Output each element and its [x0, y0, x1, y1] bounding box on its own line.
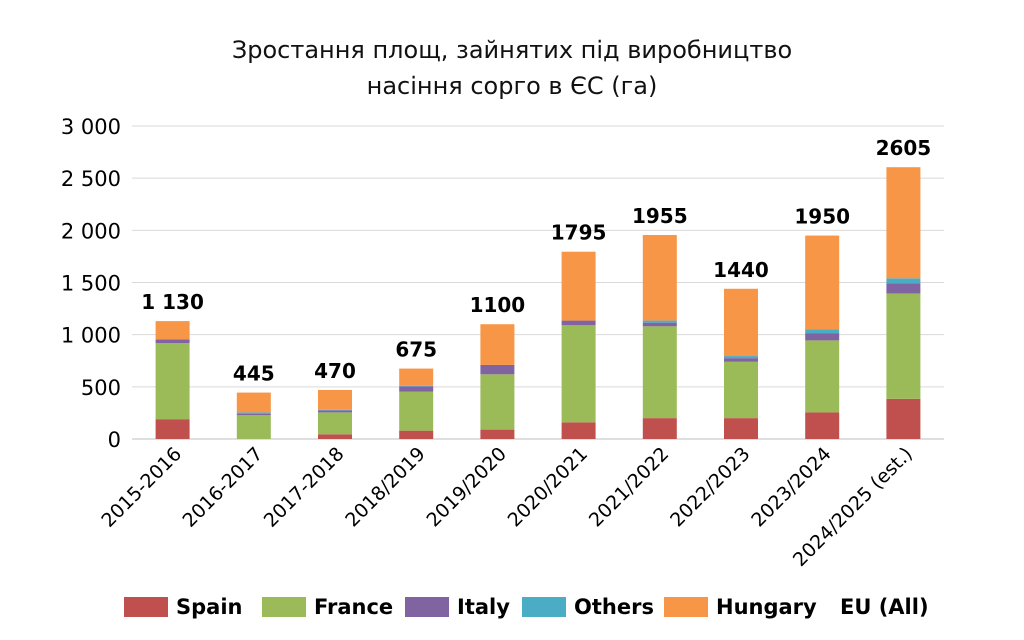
legend-swatch-hungary	[664, 597, 708, 617]
x-tick-label: 2018/2019	[341, 443, 429, 531]
total-data-label: 2605	[876, 136, 932, 160]
x-axis-tick-labels: 2015-20162016-20172017-20182018/20192019…	[97, 443, 917, 571]
chart-title-line-1: Зростання площ, зайнятих під виробництво	[231, 36, 793, 64]
legend: Spain France Italy Others Hungary EU (Al…	[0, 592, 1024, 622]
x-tick-label: 2021/2022	[585, 443, 673, 531]
bar-segment-spain	[399, 430, 434, 439]
bars	[155, 167, 921, 439]
bar-segment-spain	[724, 418, 758, 439]
bar-segment-hungary	[318, 389, 352, 410]
bar-segment-france	[480, 374, 515, 430]
bar-segment-italy	[155, 339, 190, 344]
bar-segment-france	[155, 343, 190, 420]
y-tick-label: 500	[81, 376, 121, 400]
legend-item-others: Others	[522, 592, 654, 622]
bar-segment-others	[886, 278, 921, 284]
legend-item-hungary: Hungary	[664, 592, 817, 622]
bar-segment-italy	[642, 322, 677, 327]
bar-segment-others	[318, 409, 352, 411]
y-tick-label: 1 500	[61, 272, 121, 296]
legend-swatch-others	[522, 597, 566, 617]
bar-segment-italy	[318, 410, 352, 413]
legend-swatch-spain	[124, 597, 168, 617]
y-tick-label: 1 000	[61, 324, 121, 348]
total-data-label: 1955	[632, 204, 688, 228]
bar-segment-spain	[155, 419, 190, 439]
bar-segment-france	[805, 340, 840, 413]
total-data-label: 675	[395, 338, 437, 362]
bar-segment-france	[318, 412, 352, 435]
bar-segment-hungary	[480, 324, 515, 365]
bar-segment-hungary	[724, 288, 758, 357]
bar-segment-hungary	[886, 167, 921, 279]
total-data-label: 1440	[713, 258, 769, 282]
legend-item-italy: Italy	[405, 592, 510, 622]
legend-label-france: France	[314, 595, 394, 619]
legend-swatch-france	[262, 597, 306, 617]
y-axis-tick-labels: 3 000 2 500 2 000 1 500 1 000 500 0	[61, 115, 121, 452]
x-tick-label: 2015-2016	[97, 443, 186, 532]
bar-segment-france	[886, 293, 921, 399]
bar-segment-italy	[480, 364, 515, 375]
bar-segment-others	[642, 320, 677, 323]
bar-segment-hungary	[805, 235, 840, 330]
bar-segment-others	[724, 356, 758, 359]
bar-segment-others	[399, 385, 434, 387]
total-data-label: 445	[233, 362, 275, 386]
bar-segment-spain	[642, 418, 677, 439]
bar-segment-france	[561, 325, 596, 423]
y-tick-label: 3 000	[61, 115, 121, 139]
bar-segment-france	[236, 415, 271, 439]
bar-segment-spain	[318, 434, 352, 439]
legend-item-spain: Spain	[124, 592, 242, 622]
legend-item-eu-all: EU (All)	[840, 592, 929, 622]
x-tick-label: 2022/2023	[666, 443, 754, 531]
bar-segment-hungary	[236, 392, 271, 413]
legend-label-others: Others	[574, 595, 654, 619]
bar-segment-spain	[886, 398, 921, 439]
x-tick-label: 2019/2020	[422, 443, 510, 531]
bar-segment-france	[642, 326, 677, 419]
bar-segment-spain	[561, 422, 596, 439]
bar-segment-france	[399, 391, 434, 431]
bar-segment-hungary	[399, 368, 434, 386]
bar-segment-others	[236, 412, 271, 414]
bar-segment-spain	[805, 412, 840, 439]
bar-segment-france	[724, 361, 758, 419]
x-tick-label: 2020/2021	[504, 443, 592, 531]
y-tick-label: 2 000	[61, 219, 121, 243]
bar-segment-hungary	[155, 321, 190, 340]
bar-segment-italy	[724, 358, 758, 362]
total-data-label: 1795	[551, 221, 607, 245]
bar-segment-italy	[561, 320, 596, 326]
bar-segment-italy	[805, 333, 840, 341]
legend-label-eu-all: EU (All)	[840, 595, 929, 619]
legend-label-italy: Italy	[457, 595, 510, 619]
bar-segment-hungary	[561, 251, 596, 321]
y-tick-label: 0	[108, 428, 121, 452]
legend-label-hungary: Hungary	[716, 595, 817, 619]
total-labels: 1 130 445 470 675 1100 1795 1955 1440 1950 2605	[141, 136, 931, 385]
bar-segment-others	[805, 329, 840, 334]
y-tick-label: 2 500	[61, 167, 121, 191]
x-tick-label: 2023/2024	[747, 443, 835, 531]
bar-segment-hungary	[642, 235, 677, 321]
bar-segment-spain	[480, 429, 515, 439]
bar-segment-italy	[236, 413, 271, 416]
legend-label-spain: Spain	[176, 595, 243, 619]
total-data-label: 1100	[470, 293, 526, 317]
x-tick-label: 2016-2017	[179, 443, 268, 532]
legend-item-france: France	[262, 592, 393, 622]
legend-swatch-italy	[405, 597, 449, 617]
chart-title-line-2: насіння сорго в ЄС (га)	[366, 72, 658, 100]
bar-segment-italy	[886, 283, 921, 294]
bar-segment-italy	[399, 386, 434, 392]
total-data-label: 470	[314, 359, 356, 383]
total-data-label: 1950	[794, 205, 850, 229]
total-data-label: 1 130	[141, 290, 204, 314]
x-tick-label: 2017-2018	[260, 443, 349, 532]
